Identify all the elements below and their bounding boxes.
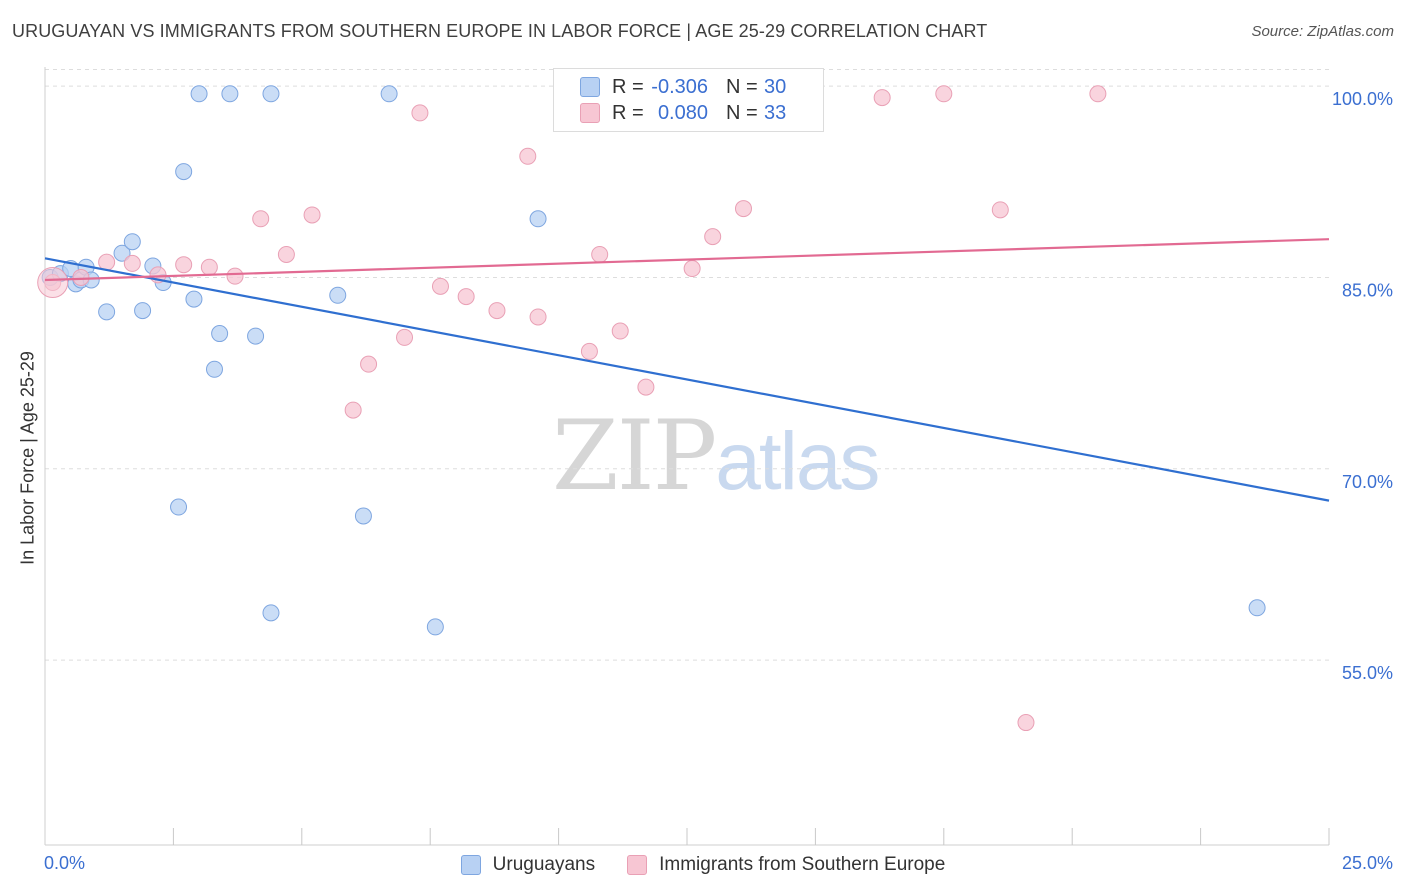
immigrant-point [488, 302, 506, 320]
uruguayan-point [354, 507, 372, 525]
y-tick-label: 100.0% [1332, 89, 1393, 109]
x-tick-label: 0.0% [44, 853, 85, 873]
immigrant-point [123, 254, 141, 272]
legend-row-uruguayans: R = -0.306 N = 30 [580, 74, 786, 100]
uruguayan-point [380, 85, 398, 103]
immigrant-cluster-point [37, 267, 69, 299]
immigrant-point [1017, 714, 1035, 732]
chart-title: URUGUAYAN VS IMMIGRANTS FROM SOUTHERN EU… [12, 21, 988, 41]
immigrant-point [175, 256, 193, 274]
series-label-uruguayans: Uruguayans [492, 854, 596, 875]
y-tick-label: 70.0% [1342, 472, 1393, 492]
immigrant-point [226, 267, 244, 285]
series-swatch-pink [627, 855, 648, 875]
immigrant-point [303, 206, 321, 224]
source-label: Source: ZipAtlas.com [1251, 23, 1394, 40]
immigrant-point [396, 328, 414, 346]
immigrant-point [519, 147, 537, 165]
uruguayan-point [190, 85, 208, 103]
correlation-legend: R = -0.306 N = 30 R = 0.080 N = 33 [553, 68, 824, 132]
uruguayan-point [329, 286, 347, 304]
watermark-atlas: atlas [715, 416, 880, 507]
legend-r-label: R = [612, 101, 644, 124]
watermark: ZIPatlas [552, 400, 880, 512]
immigrant-point [873, 89, 891, 107]
immigrant-point [991, 201, 1009, 219]
uruguayan-point [113, 244, 131, 262]
immigrant-point [529, 308, 547, 326]
uruguayan-point [1248, 599, 1266, 617]
uruguayan-point [262, 604, 280, 622]
legend-swatch-pink [580, 103, 600, 123]
series-legend-immigrants: Immigrants from Southern Europe [627, 854, 945, 876]
immigrant-point [72, 268, 90, 286]
y-axis-label: In Labor Force | Age 25-29 [17, 351, 38, 565]
uruguayan-point [175, 163, 193, 181]
series-swatch-blue [460, 855, 481, 875]
series-legend: Uruguayans Immigrants from Southern Euro… [0, 852, 1406, 878]
uruguayan-point [205, 360, 223, 378]
y-tick-label: 55.0% [1342, 663, 1393, 683]
immigrant-point [1089, 85, 1107, 103]
legend-row-immigrants: R = 0.080 N = 33 [580, 100, 786, 126]
immigrant-point [591, 245, 609, 263]
legend-n-label: N = [726, 101, 758, 124]
uruguayan-point [185, 290, 203, 308]
legend-r-label: R = [612, 75, 644, 98]
x-tick-label: 25.0% [1342, 853, 1393, 873]
uruguayan-point [170, 498, 188, 516]
immigrant-point [683, 260, 701, 278]
legend-n-label: N = [726, 75, 758, 98]
immigrant-point [704, 228, 722, 246]
legend-n-value: 33 [764, 101, 787, 124]
immigrant-point [734, 200, 752, 218]
immigrant-point [98, 253, 116, 271]
legend-n-value: 30 [764, 75, 787, 98]
immigrant-point [580, 342, 598, 360]
immigrant-point [457, 288, 475, 306]
immigrant-trend-line [44, 238, 1330, 282]
immigrant-point [200, 258, 218, 276]
uruguayan-point [123, 233, 141, 251]
uruguayan-trend-line [44, 257, 1330, 502]
uruguayan-point [247, 327, 265, 345]
immigrant-point [411, 104, 429, 122]
immigrant-point [637, 378, 655, 396]
uruguayan-point [426, 618, 444, 636]
series-legend-uruguayans: Uruguayans [460, 854, 596, 876]
legend-swatch-blue [580, 77, 600, 97]
immigrant-point [277, 245, 295, 263]
immigrant-point [935, 85, 953, 103]
uruguayan-point [221, 85, 239, 103]
watermark-zip: ZIP [552, 400, 717, 512]
uruguayan-point [529, 210, 547, 228]
legend-r-value: 0.080 [657, 101, 708, 124]
immigrant-point [252, 210, 270, 228]
y-tick-label: 85.0% [1342, 280, 1393, 300]
immigrant-point [360, 355, 378, 373]
immigrant-point [344, 401, 362, 419]
uruguayan-point [98, 303, 116, 321]
uruguayan-point [211, 325, 229, 343]
uruguayan-point [262, 85, 280, 103]
series-label-immigrants: Immigrants from Southern Europe [659, 854, 946, 875]
uruguayan-point [134, 302, 152, 320]
immigrant-point [611, 322, 629, 340]
legend-r-value: -0.306 [651, 75, 708, 98]
immigrant-point [431, 277, 449, 295]
